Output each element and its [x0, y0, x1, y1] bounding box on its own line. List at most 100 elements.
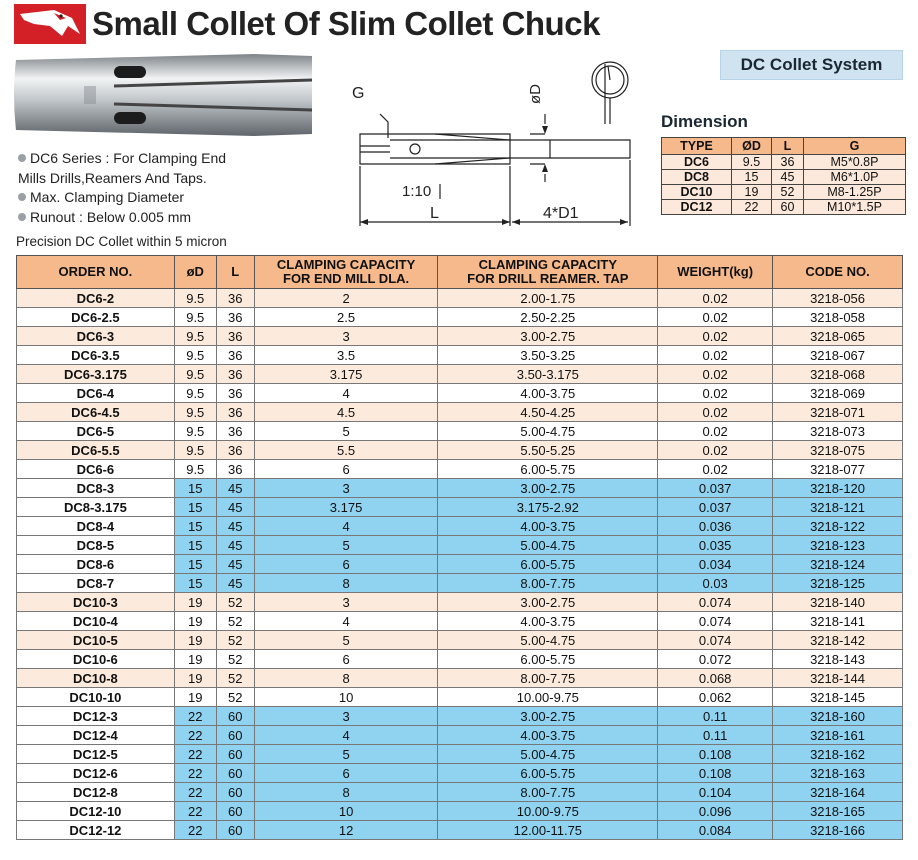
drill-capacity-cell: 4.00-3.75 — [437, 725, 659, 745]
order-no-cell: DC10-3 — [16, 592, 175, 612]
table-row: DC8-7 15 45 8 8.00-7.75 0.03 3218-125 — [16, 573, 903, 593]
order-no-cell: DC10-6 — [16, 649, 175, 669]
weight-cell: 0.11 — [657, 706, 774, 726]
drill-capacity-cell: 3.00-2.75 — [437, 706, 659, 726]
header-order-no: ORDER NO. — [16, 255, 175, 289]
length-cell: 60 — [215, 725, 255, 745]
end-mill-capacity-cell: 5 — [253, 421, 439, 441]
weight-cell: 0.02 — [657, 421, 774, 441]
code-no-cell: 3218-125 — [772, 573, 903, 593]
feature-item: Mills Drills,Reamers And Taps. — [18, 169, 207, 186]
code-no-cell: 3218-144 — [772, 668, 903, 688]
dimension-cell: M10*1.5P — [803, 199, 906, 215]
length-cell: 45 — [215, 554, 255, 574]
table-row: DC6-3.175 9.5 36 3.175 3.50-3.175 0.02 3218-06… — [16, 364, 903, 384]
code-no-cell: 3218-120 — [772, 478, 903, 498]
order-no-cell: DC12-4 — [16, 725, 175, 745]
dimension-header-cell: TYPE — [661, 137, 732, 155]
end-mill-capacity-cell: 8 — [253, 782, 439, 802]
order-no-cell: DC6-3 — [16, 326, 175, 346]
header-drill-capacity: CLAMPING CAPACITY FOR DRILL REAMER. TAP — [437, 255, 659, 289]
drawing-label-od: øD — [527, 84, 544, 104]
diameter-cell: 9.5 — [173, 402, 217, 422]
diameter-cell: 9.5 — [173, 288, 217, 308]
code-no-cell: 3218-067 — [772, 345, 903, 365]
weight-cell: 0.104 — [657, 782, 774, 802]
end-mill-capacity-cell: 5 — [253, 535, 439, 555]
weight-cell: 0.084 — [657, 820, 774, 840]
weight-cell: 0.108 — [657, 744, 774, 764]
order-no-cell: DC12-12 — [16, 820, 175, 840]
weight-cell: 0.096 — [657, 801, 774, 821]
diameter-cell: 15 — [173, 478, 217, 498]
end-mill-capacity-cell: 2.5 — [253, 307, 439, 327]
diameter-cell: 22 — [173, 706, 217, 726]
table-row: DC6-6 9.5 36 6 6.00-5.75 0.02 3218-077 — [16, 459, 903, 479]
dimension-cell: M8-1.25P — [803, 184, 906, 200]
order-no-cell: DC8-7 — [16, 573, 175, 593]
drill-capacity-cell: 5.00-4.75 — [437, 744, 659, 764]
length-cell: 36 — [215, 383, 255, 403]
code-no-cell: 3218-164 — [772, 782, 903, 802]
length-cell: 52 — [215, 668, 255, 688]
table-row: DC6-4 9.5 36 4 4.00-3.75 0.02 3218-069 — [16, 383, 903, 403]
code-no-cell: 3218-162 — [772, 744, 903, 764]
dimension-header-cell: L — [771, 137, 804, 155]
drill-capacity-cell: 3.00-2.75 — [437, 592, 659, 612]
code-no-cell: 3218-077 — [772, 459, 903, 479]
end-mill-capacity-cell: 12 — [253, 820, 439, 840]
weight-cell: 0.03 — [657, 573, 774, 593]
end-mill-capacity-cell: 4 — [253, 383, 439, 403]
header-diameter: øD — [173, 255, 217, 289]
code-no-cell: 3218-166 — [772, 820, 903, 840]
length-cell: 45 — [215, 535, 255, 555]
header-length: L — [215, 255, 255, 289]
dimension-cell: 15 — [731, 169, 772, 185]
diameter-cell: 15 — [173, 573, 217, 593]
end-mill-capacity-cell: 6 — [253, 554, 439, 574]
end-mill-capacity-cell: 3 — [253, 592, 439, 612]
diameter-cell: 9.5 — [173, 345, 217, 365]
order-no-cell: DC8-4 — [16, 516, 175, 536]
table-row: DC12-3 22 60 3 3.00-2.75 0.11 3218-160 — [16, 706, 903, 726]
header-code-no: CODE NO. — [772, 255, 903, 289]
code-no-cell: 3218-124 — [772, 554, 903, 574]
dimension-header-cell: ØD — [731, 137, 772, 155]
length-cell: 60 — [215, 820, 255, 840]
weight-cell: 0.034 — [657, 554, 774, 574]
weight-cell: 0.072 — [657, 649, 774, 669]
length-cell: 60 — [215, 744, 255, 764]
drill-capacity-cell: 4.00-3.75 — [437, 516, 659, 536]
end-mill-capacity-cell: 5 — [253, 744, 439, 764]
diameter-cell: 22 — [173, 725, 217, 745]
header-weight: WEIGHT(kg) — [657, 255, 774, 289]
length-cell: 60 — [215, 782, 255, 802]
diameter-cell: 22 — [173, 801, 217, 821]
drill-capacity-cell: 4.00-3.75 — [437, 611, 659, 631]
drill-capacity-cell: 5.50-5.25 — [437, 440, 659, 460]
order-no-cell: DC6-2.5 — [16, 307, 175, 327]
end-mill-capacity-cell: 3.175 — [253, 364, 439, 384]
drill-capacity-cell: 5.00-4.75 — [437, 630, 659, 650]
table-row: DC8-6 15 45 6 6.00-5.75 0.034 3218-124 — [16, 554, 903, 574]
end-mill-capacity-cell: 4.5 — [253, 402, 439, 422]
end-mill-capacity-cell: 6 — [253, 649, 439, 669]
dimension-cell: 19 — [731, 184, 772, 200]
order-no-cell: DC10-8 — [16, 668, 175, 688]
table-row: DC8-3.175 15 45 3.175 3.175-2.92 0.037 3218-12… — [16, 497, 903, 517]
table-row: DC6-5 9.5 36 5 5.00-4.75 0.02 3218-073 — [16, 421, 903, 441]
table-row: DC8-4 15 45 4 4.00-3.75 0.036 3218-122 — [16, 516, 903, 536]
table-row: DC12-6 22 60 6 6.00-5.75 0.108 3218-163 — [16, 763, 903, 783]
end-mill-capacity-cell: 3.175 — [253, 497, 439, 517]
weight-cell: 0.108 — [657, 763, 774, 783]
diameter-cell: 22 — [173, 820, 217, 840]
end-mill-capacity-cell: 3 — [253, 478, 439, 498]
diameter-cell: 19 — [173, 687, 217, 707]
dimension-cell: DC10 — [661, 184, 732, 200]
table-row: DC12-4 22 60 4 4.00-3.75 0.11 3218-161 — [16, 725, 903, 745]
feature-list: DC6 Series : For Clamping End Mills Dril… — [18, 149, 226, 227]
dimension-cell: 45 — [771, 169, 804, 185]
dimension-cell: M6*1.0P — [803, 169, 906, 185]
dimension-cell: 9.5 — [731, 154, 772, 170]
drill-capacity-cell: 3.00-2.75 — [437, 326, 659, 346]
